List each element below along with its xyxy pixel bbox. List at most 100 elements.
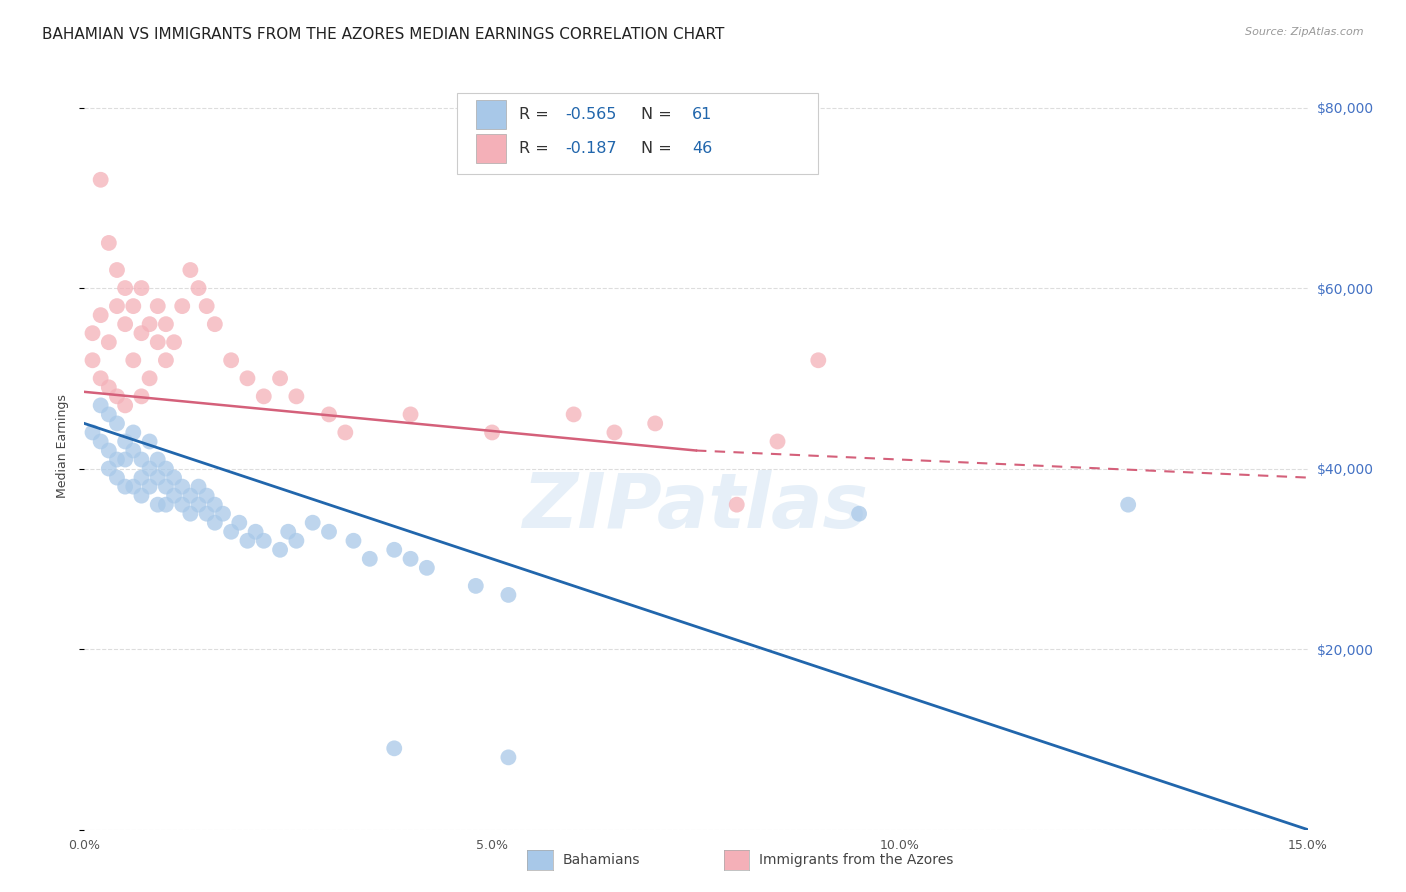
Point [195,299,218,313]
Point [105,470,128,484]
Point [114,480,136,494]
Point [114,317,136,331]
Point [146,470,169,484]
Text: BAHAMIAN VS IMMIGRANTS FROM THE AZORES MEDIAN EARNINGS CORRELATION CHART: BAHAMIAN VS IMMIGRANTS FROM THE AZORES M… [42,27,724,42]
Text: N =: N = [641,107,676,122]
FancyBboxPatch shape [475,100,506,129]
Point [138,480,160,494]
Point [187,281,209,295]
Point [464,579,486,593]
Point [155,461,177,475]
Point [498,588,520,602]
Point [155,317,177,331]
Point [416,561,439,575]
Point [342,533,364,548]
Point [382,542,405,557]
Point [90,434,112,449]
Point [114,281,136,295]
Point [90,308,112,322]
Y-axis label: Median Earnings: Median Earnings [56,394,69,498]
Point [97,235,120,250]
Point [766,434,789,449]
Point [204,317,226,331]
Point [97,443,120,458]
Point [253,389,276,403]
Point [269,371,291,385]
Point [146,299,169,313]
Point [562,408,585,422]
Point [195,489,218,503]
Point [285,389,308,403]
Point [277,524,299,539]
Point [498,750,520,764]
Point [219,353,242,368]
Point [122,353,145,368]
Point [318,524,340,539]
Point [155,480,177,494]
FancyBboxPatch shape [457,93,818,174]
Point [146,498,169,512]
Point [105,389,128,403]
Point [382,741,405,756]
Point [131,281,153,295]
Point [105,263,128,277]
Point [131,489,153,503]
Text: -0.187: -0.187 [565,141,617,156]
Point [97,335,120,350]
Point [122,443,145,458]
Point [122,299,145,313]
Point [172,299,194,313]
Point [285,533,308,548]
Point [236,533,259,548]
Point [163,335,186,350]
Point [187,498,209,512]
Point [82,353,104,368]
Point [131,470,153,484]
Point [725,498,748,512]
Point [335,425,357,440]
Point [179,263,201,277]
Point [97,408,120,422]
Point [228,516,250,530]
Text: -0.565: -0.565 [565,107,616,122]
Point [146,452,169,467]
Point [848,507,870,521]
Point [138,461,160,475]
Point [146,335,169,350]
Text: R =: R = [519,141,554,156]
Point [644,417,666,431]
Point [236,371,259,385]
Text: N =: N = [641,141,676,156]
Point [97,380,120,394]
Point [481,425,503,440]
Point [82,326,104,341]
Point [399,408,422,422]
Point [105,299,128,313]
Point [155,498,177,512]
Point [187,480,209,494]
Point [399,551,422,566]
Point [163,470,186,484]
Text: R =: R = [519,107,554,122]
Point [318,408,340,422]
Point [253,533,276,548]
Point [114,434,136,449]
Point [359,551,381,566]
Point [212,507,235,521]
Point [204,516,226,530]
Point [122,425,145,440]
Point [807,353,830,368]
Point [245,524,267,539]
Point [97,461,120,475]
Text: 61: 61 [692,107,713,122]
Point [179,507,201,521]
Point [219,524,242,539]
Point [204,498,226,512]
Text: Bahamians: Bahamians [562,853,640,867]
Text: 46: 46 [692,141,713,156]
Point [90,398,112,412]
Point [82,425,104,440]
Point [163,489,186,503]
Point [131,452,153,467]
Point [1116,498,1139,512]
